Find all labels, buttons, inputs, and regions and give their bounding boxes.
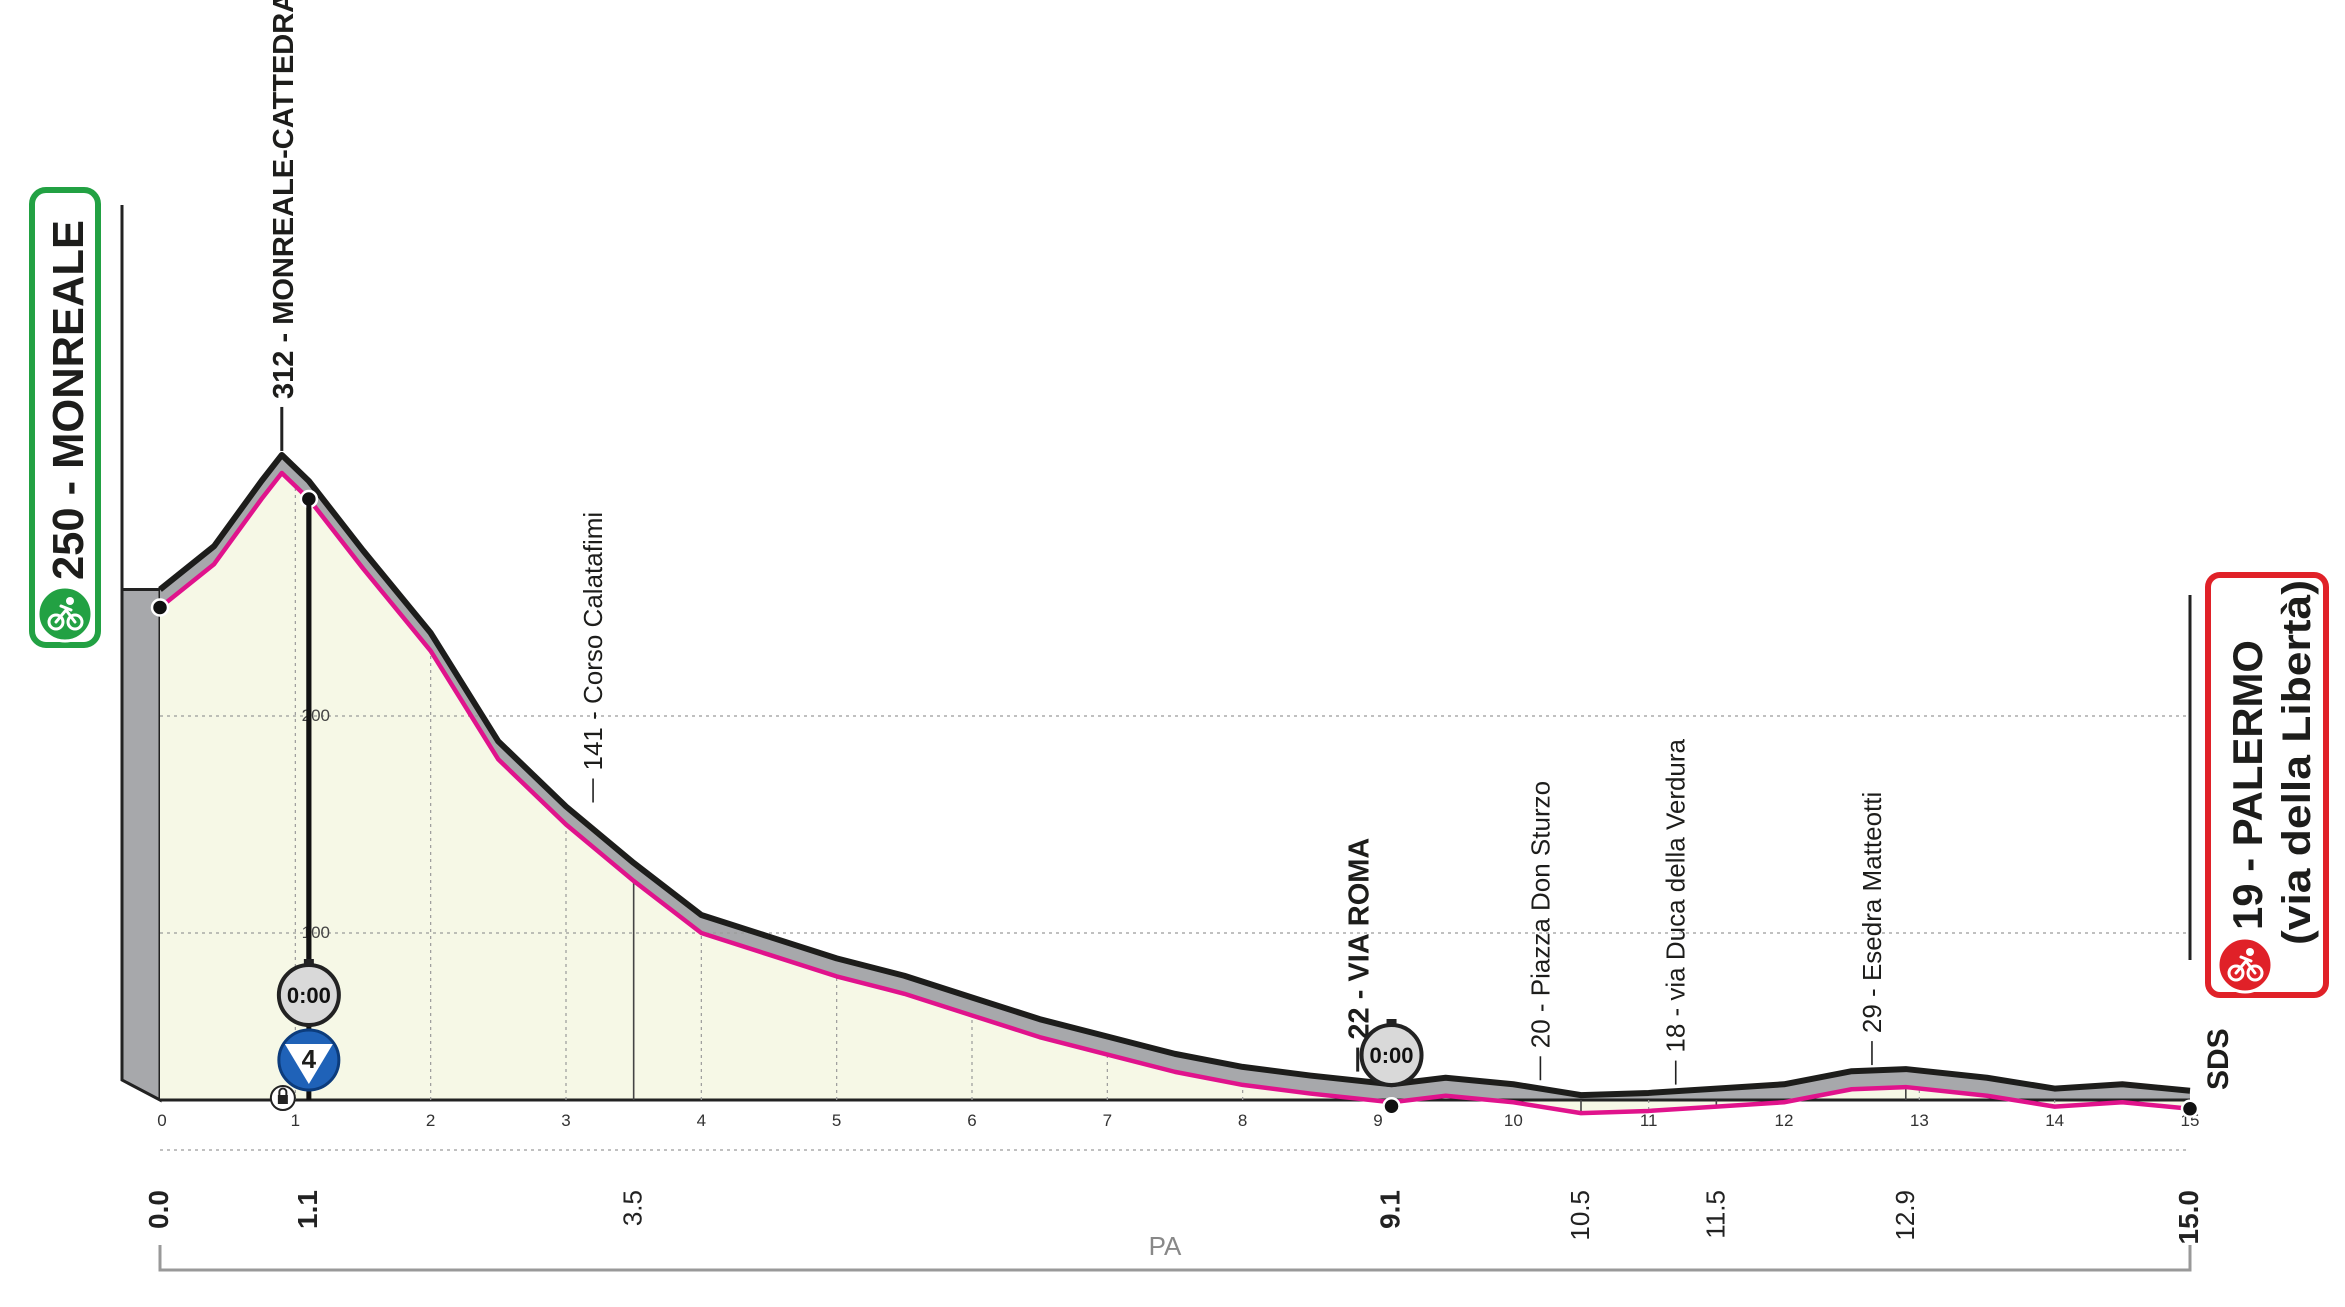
- stopwatch-time: 0:00: [1370, 1043, 1414, 1068]
- cyclist-badge-circle: [2216, 936, 2274, 994]
- cyclist-wheel: [2227, 964, 2245, 982]
- sponsor-logo: SDS: [2202, 1028, 2235, 1090]
- stopwatch-icon: 0:00: [1359, 1019, 1424, 1087]
- stopwatch-face: [1359, 1023, 1424, 1087]
- x-tick-label: 8: [1238, 1111, 1247, 1130]
- x-tick-label: 5: [832, 1111, 841, 1130]
- finish-dot: [2180, 1099, 2200, 1119]
- lock-body: [277, 1095, 288, 1104]
- x-tick-label: 12: [1775, 1111, 1794, 1130]
- x-tick-labels: 0 1 2 3 4 5 6 7 8 9 10 11 12 13 14 15: [157, 1111, 2199, 1130]
- climb-category-label: 4: [302, 1044, 317, 1074]
- waypoint-label: 141 - Corso Calatafimi: [578, 512, 608, 771]
- profile-top-line: [158, 451, 2191, 1099]
- km-marker-label: 12.9: [1890, 1190, 1920, 1241]
- cyclist-wheel: [66, 613, 84, 631]
- profile-lines: [158, 451, 2191, 1116]
- lock-icon: [269, 1085, 296, 1111]
- zone-bracket: PA: [158, 1231, 2192, 1272]
- cyclist-frame: [2234, 955, 2257, 975]
- x-tick-label: 9: [1373, 1111, 1382, 1130]
- climb-triangle: [284, 1044, 333, 1084]
- x-tick-label: 0: [157, 1111, 166, 1130]
- km-marker-label: 9.1: [1375, 1190, 1406, 1229]
- start-badge: 250 - MONREALE: [29, 187, 124, 648]
- km-marker-label: 1.1: [292, 1190, 323, 1229]
- x-tick-label: 13: [1910, 1111, 1929, 1130]
- stopwatch-face: [276, 963, 341, 1027]
- x-tick-label: 7: [1103, 1111, 1112, 1130]
- x-tick-label: 6: [967, 1111, 976, 1130]
- x-tick-label: 3: [561, 1111, 570, 1130]
- start-label: 250 - MONREALE: [44, 220, 93, 580]
- cyclist-head: [66, 597, 74, 605]
- x-tick-label: 11: [1640, 1111, 1658, 1130]
- lock-shackle: [278, 1087, 288, 1095]
- road-line: [158, 470, 2191, 1116]
- finish-label-line1: 19 - PALERMO: [2224, 640, 2271, 930]
- x-tick-label: 4: [697, 1111, 706, 1130]
- start-cyclist-icon: [36, 585, 94, 643]
- profile-fill: [160, 472, 2190, 1114]
- profile-left-wall: [120, 588, 162, 1103]
- waypoint-label: 22 - VIA ROMA: [1344, 838, 1376, 1040]
- start-dot: [150, 598, 170, 617]
- y-tick-label: 100: [302, 923, 330, 942]
- waypoint-labels: 312 - MONREALE-CATTEDRALE 141 - Corso Cal…: [268, 0, 1887, 1085]
- x-tick-label: 2: [426, 1111, 435, 1130]
- start-badge-frame: [29, 187, 101, 648]
- cyclist-wheel: [47, 613, 65, 631]
- x-tick-label: 14: [2045, 1111, 2064, 1130]
- finish-label-line2: (via della Libertà): [2275, 580, 2319, 945]
- km-marker-label: 10.5: [1565, 1190, 1595, 1241]
- zone-bracket-line: [158, 1245, 2192, 1272]
- y-tick-label: 200: [302, 706, 330, 725]
- waypoint-label: 29 - Esedra Matteotti: [1857, 792, 1887, 1033]
- km-marker-label: 3.5: [618, 1190, 648, 1226]
- finish-cyclist-icon: [2216, 936, 2274, 994]
- km-marker-label: 0.0: [143, 1190, 174, 1229]
- waypoint-label: 18 - via Duca della Verdura: [1661, 738, 1691, 1052]
- km-marker-label: 15.0: [2173, 1190, 2204, 1245]
- cyclist-wheel: [2246, 964, 2264, 982]
- finish-badge: 19 - PALERMO (via della Libertà): [2188, 572, 2329, 998]
- cyclist-head: [2246, 948, 2254, 956]
- waypoint-label: 312 - MONREALE-CATTEDRALE: [268, 0, 300, 399]
- finish-badge-frame: [2205, 572, 2329, 998]
- zone-label: PA: [1149, 1231, 1182, 1261]
- stopwatch-time: 0:00: [287, 983, 331, 1008]
- profile-icons: 0:00 0:00 4: [150, 489, 2200, 1119]
- stopwatch-icon: 0:00: [276, 959, 341, 1027]
- x-tick-label: 10: [1504, 1111, 1523, 1130]
- climb-category-icon: 4: [277, 1028, 341, 1092]
- sponsor-text: SDS: [2202, 1028, 2235, 1090]
- cyclist-badge-circle: [36, 585, 94, 643]
- cyclist-frame: [54, 604, 77, 624]
- profile-base: [120, 454, 2191, 1114]
- waypoint-label: 20 - Piazza Don Sturzo: [1525, 781, 1555, 1048]
- waypoint-dot: [1382, 1097, 1401, 1116]
- km-marker-labels: 0.0 1.1 3.5 9.1 10.5 11.5 12.9 15.0: [143, 1190, 2204, 1245]
- km-marker-label: 11.5: [1700, 1190, 1730, 1239]
- x-tick-label: 1: [291, 1111, 300, 1130]
